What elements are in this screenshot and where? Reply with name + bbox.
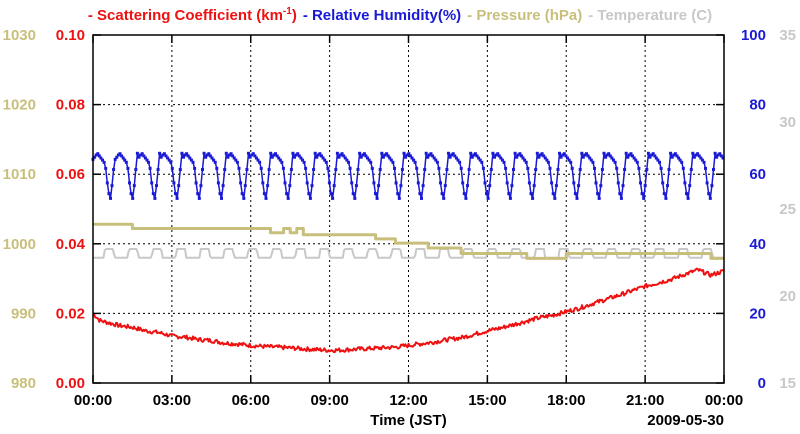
humidity-line <box>92 152 724 200</box>
date-label: 2009-05-30 <box>647 412 724 429</box>
humidity-tick-label: 100 <box>741 27 766 44</box>
temperature-tick-label: 35 <box>779 27 796 44</box>
x-tick-label: 21:00 <box>626 392 664 409</box>
pressure-tick-label: 990 <box>11 305 36 322</box>
temperature-tick-label: 25 <box>779 201 796 218</box>
humidity-tick-label: 20 <box>749 305 766 322</box>
x-tick-label: 00:00 <box>74 392 112 409</box>
scattering-line <box>92 267 725 354</box>
temperature-tick-label: 20 <box>779 288 796 305</box>
scattering-tick-label: 0.04 <box>56 236 86 253</box>
pressure-tick-label: 980 <box>11 375 36 392</box>
grid-lines <box>93 35 724 383</box>
x-tick-label: 06:00 <box>232 392 270 409</box>
scattering-tick-label: 0.10 <box>56 27 85 44</box>
x-tick-label: 00:00 <box>705 392 743 409</box>
x-tick-label: 15:00 <box>468 392 506 409</box>
pressure-tick-label: 1000 <box>3 236 36 253</box>
tick-labels: 00:00 03:00 06:00 09:00 12:00 15:00 18:00 21:00… <box>3 27 796 429</box>
pressure-tick-label: 1010 <box>3 166 36 183</box>
humidity-tick-label: 80 <box>749 97 766 114</box>
legend-entry: - Pressure (hPa) <box>467 7 583 24</box>
temperature-tick-label: 15 <box>779 375 796 392</box>
tick-marks <box>92 34 725 384</box>
legend-entry: - Temperature (C) <box>588 7 713 24</box>
scattering-tick-label: 0.02 <box>56 305 85 322</box>
chart-legend: - Scattering Coefficient (km-1) - Relativ… <box>0 6 800 24</box>
legend-entry: - Relative Humidity(%) <box>302 7 462 24</box>
x-tick-label: 18:00 <box>547 392 585 409</box>
legend-entry: - Scattering Coefficient (km-1) <box>87 6 297 24</box>
scattering-tick-label: 0.08 <box>56 97 85 114</box>
x-tick-label: 03:00 <box>153 392 191 409</box>
humidity-tick-label: 60 <box>749 166 766 183</box>
pressure-tick-label: 1020 <box>3 97 36 114</box>
pressure-line <box>93 222 724 260</box>
x-tick-label: 12:00 <box>389 392 427 409</box>
x-tick-label: 09:00 <box>310 392 348 409</box>
scattering-tick-label: 0.00 <box>56 375 85 392</box>
scattering-tick-label: 0.06 <box>56 166 85 183</box>
temperature-tick-label: 30 <box>779 114 796 131</box>
series-layer <box>91 151 725 354</box>
x-axis-title: Time (JST) <box>370 412 446 429</box>
pressure-tick-label: 1030 <box>3 27 36 44</box>
humidity-tick-label: 0 <box>758 375 766 392</box>
humidity-tick-label: 40 <box>749 236 766 253</box>
temperature-line <box>93 248 724 259</box>
